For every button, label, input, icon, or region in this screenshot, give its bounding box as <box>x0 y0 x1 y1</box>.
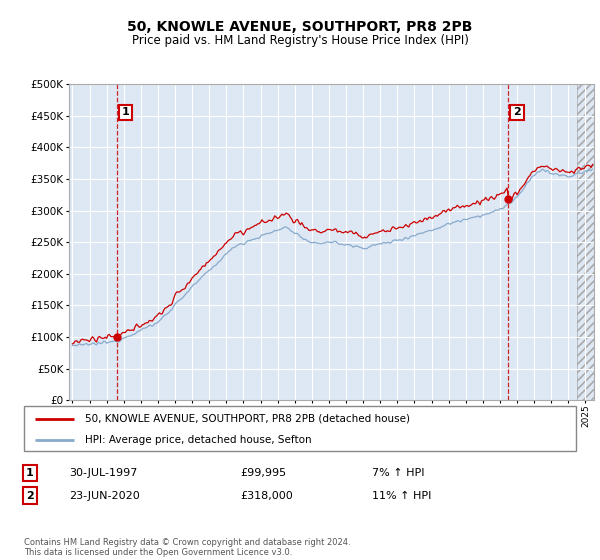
Text: 11% ↑ HPI: 11% ↑ HPI <box>372 491 431 501</box>
Text: 7% ↑ HPI: 7% ↑ HPI <box>372 468 425 478</box>
Text: 30-JUL-1997: 30-JUL-1997 <box>69 468 137 478</box>
Text: 2: 2 <box>26 491 34 501</box>
Text: £318,000: £318,000 <box>240 491 293 501</box>
FancyBboxPatch shape <box>24 406 576 451</box>
Text: Price paid vs. HM Land Registry's House Price Index (HPI): Price paid vs. HM Land Registry's House … <box>131 34 469 46</box>
Text: 1: 1 <box>122 108 130 118</box>
Text: Contains HM Land Registry data © Crown copyright and database right 2024.
This d: Contains HM Land Registry data © Crown c… <box>24 538 350 557</box>
Text: 1: 1 <box>26 468 34 478</box>
Text: 23-JUN-2020: 23-JUN-2020 <box>69 491 140 501</box>
Text: HPI: Average price, detached house, Sefton: HPI: Average price, detached house, Seft… <box>85 435 311 445</box>
Text: £99,995: £99,995 <box>240 468 286 478</box>
Text: 50, KNOWLE AVENUE, SOUTHPORT, PR8 2PB (detached house): 50, KNOWLE AVENUE, SOUTHPORT, PR8 2PB (d… <box>85 413 410 423</box>
Text: 50, KNOWLE AVENUE, SOUTHPORT, PR8 2PB: 50, KNOWLE AVENUE, SOUTHPORT, PR8 2PB <box>127 20 473 34</box>
Text: 2: 2 <box>513 108 521 118</box>
Polygon shape <box>577 84 594 400</box>
